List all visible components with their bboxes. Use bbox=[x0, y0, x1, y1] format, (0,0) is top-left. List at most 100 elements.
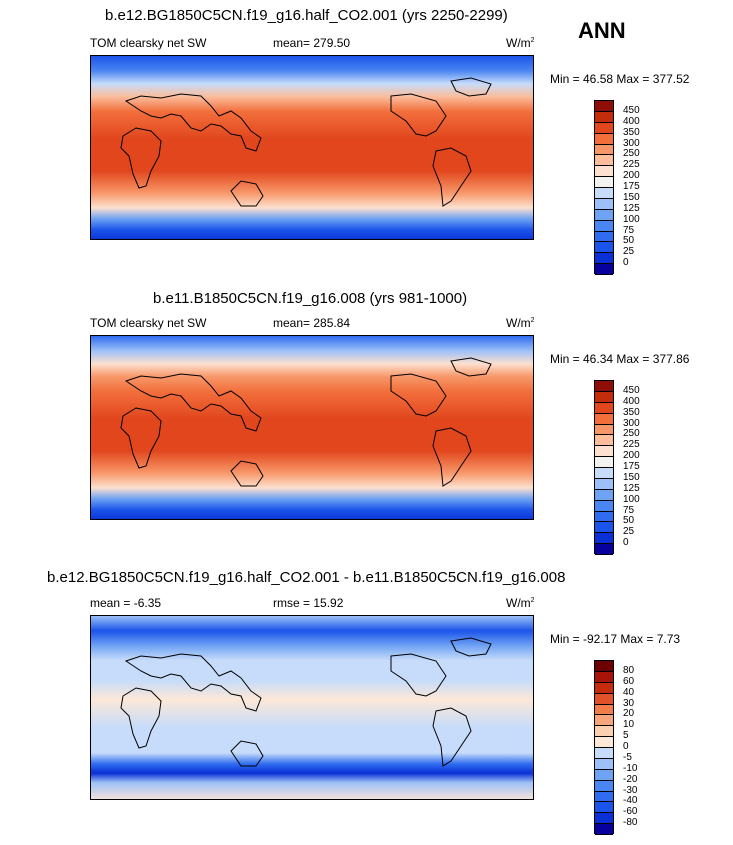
panel1-field bbox=[91, 56, 533, 239]
colorbar-segment bbox=[595, 381, 613, 392]
colorbar-segment bbox=[595, 500, 613, 512]
panel3-field bbox=[91, 616, 533, 799]
colorbar-segment bbox=[595, 522, 613, 534]
panel2-map-svg bbox=[91, 336, 533, 519]
colorbar-tick-label: 75 bbox=[623, 224, 635, 236]
colorbar-segment bbox=[595, 177, 613, 188]
colorbar-tick-label: 250 bbox=[623, 148, 640, 160]
colorbar-tick-label: 75 bbox=[623, 504, 635, 516]
panel1-map bbox=[90, 55, 534, 240]
colorbar-tick-label: 200 bbox=[623, 170, 640, 182]
panel2-minmax: Min = 46.34 Max = 377.86 bbox=[550, 352, 690, 366]
colorbar-segment bbox=[595, 198, 613, 210]
colorbar-segment bbox=[595, 737, 613, 748]
colorbar-tick-label: -5 bbox=[623, 751, 632, 763]
colorbar-segment bbox=[595, 122, 613, 134]
colorbar-segment bbox=[595, 220, 613, 232]
panel2-field bbox=[91, 336, 533, 519]
colorbar-segment bbox=[595, 133, 613, 145]
colorbar-segment bbox=[595, 101, 613, 112]
colorbar-segment bbox=[595, 468, 613, 479]
colorbar-tick-label: 5 bbox=[623, 730, 629, 742]
panel1-minmax: Min = 46.58 Max = 377.52 bbox=[550, 72, 690, 86]
colorbar-segment bbox=[595, 693, 613, 705]
colorbar-tick-label: -20 bbox=[623, 773, 638, 785]
panel1-title: b.e12.BG1850C5CN.f19_g16.half_CO2.001 (y… bbox=[105, 7, 508, 24]
colorbar-segment bbox=[595, 715, 613, 727]
colorbar-segment bbox=[595, 402, 613, 414]
colorbar-tick-label: 100 bbox=[623, 493, 640, 505]
colorbar-segment bbox=[595, 791, 613, 803]
colorbar-tick-label: 50 bbox=[623, 235, 635, 247]
colorbar-tick-label: 225 bbox=[623, 159, 640, 171]
colorbar-tick-label: 450 bbox=[623, 104, 640, 116]
colorbar-tick-label: 0 bbox=[623, 741, 629, 752]
colorbar-segment bbox=[595, 155, 613, 167]
colorbar-segment bbox=[595, 748, 613, 759]
colorbar-segment bbox=[595, 489, 613, 501]
colorbar-segment bbox=[595, 209, 613, 221]
colorbar-tick-label: 250 bbox=[623, 428, 640, 440]
colorbar-segment bbox=[595, 824, 613, 835]
colorbar-tick-label: -60 bbox=[623, 806, 638, 818]
colorbar-tick-label: 200 bbox=[623, 450, 640, 462]
panel3-colorbar bbox=[594, 660, 614, 835]
colorbar-tick-label: 125 bbox=[623, 202, 640, 214]
colorbar-segment bbox=[595, 478, 613, 490]
colorbar-segment bbox=[595, 242, 613, 254]
panel2-map bbox=[90, 335, 534, 520]
colorbar-segment bbox=[595, 435, 613, 447]
colorbar-tick-label: 40 bbox=[623, 686, 635, 698]
panel3-rmse-label: rmse = 15.92 bbox=[273, 596, 344, 610]
colorbar-segment bbox=[595, 424, 613, 436]
colorbar-segment bbox=[595, 671, 613, 683]
panel1-colorbar bbox=[594, 100, 614, 275]
colorbar-segment bbox=[595, 413, 613, 425]
colorbar-tick-label: 300 bbox=[623, 137, 640, 149]
panel3-title: b.e12.BG1850C5CN.f19_g16.half_CO2.001 - … bbox=[47, 569, 566, 586]
colorbar-tick-label: 100 bbox=[623, 213, 640, 225]
colorbar-tick-label: 350 bbox=[623, 126, 640, 138]
colorbar-segment bbox=[595, 446, 613, 458]
panel2-coastlines bbox=[120, 357, 492, 487]
panel2-mean-label: mean= 285.84 bbox=[273, 316, 351, 330]
colorbar-segment bbox=[595, 253, 613, 265]
panel3-mean-label: mean = -6.35 bbox=[90, 596, 162, 610]
colorbar-tick-label: 175 bbox=[623, 181, 640, 192]
colorbar-segment bbox=[595, 111, 613, 123]
colorbar-segment bbox=[595, 144, 613, 156]
colorbar-segment bbox=[595, 813, 613, 825]
colorbar-segment bbox=[595, 544, 613, 555]
colorbar-tick-label: 60 bbox=[623, 675, 635, 687]
panel1-variable-label: TOM clearsky net SW bbox=[90, 36, 207, 50]
colorbar-tick-label: 125 bbox=[623, 482, 640, 494]
colorbar-segment bbox=[595, 704, 613, 716]
panel2-colorbar bbox=[594, 380, 614, 555]
panel1-coastlines bbox=[120, 77, 492, 207]
colorbar-segment bbox=[595, 758, 613, 770]
colorbar-segment bbox=[595, 391, 613, 403]
panel3-map-svg bbox=[91, 616, 533, 799]
colorbar-tick-label: 150 bbox=[623, 191, 640, 203]
colorbar-tick-label: 25 bbox=[623, 526, 635, 538]
colorbar-tick-label: 10 bbox=[623, 719, 635, 731]
colorbar-tick-label: 450 bbox=[623, 384, 640, 396]
colorbar-segment bbox=[595, 780, 613, 792]
panel1-units: W/m2 bbox=[506, 36, 535, 50]
colorbar-segment bbox=[595, 231, 613, 243]
colorbar-tick-label: 350 bbox=[623, 406, 640, 418]
colorbar-tick-label: 25 bbox=[623, 246, 635, 258]
colorbar-tick-label: -80 bbox=[623, 817, 638, 829]
panel2-units: W/m2 bbox=[506, 316, 535, 330]
colorbar-tick-label: 300 bbox=[623, 417, 640, 429]
colorbar-tick-label: 0 bbox=[623, 537, 629, 549]
colorbar-segment bbox=[595, 661, 613, 672]
panel3-units: W/m2 bbox=[506, 596, 535, 610]
panel3-coastlines bbox=[120, 637, 492, 767]
colorbar-tick-label: 150 bbox=[623, 471, 640, 483]
colorbar-tick-label: -30 bbox=[623, 784, 638, 796]
panel1-map-svg bbox=[91, 56, 533, 239]
panel2-title: b.e11.B1850C5CN.f19_g16.008 (yrs 981-100… bbox=[153, 290, 468, 307]
colorbar-tick-label: 0 bbox=[623, 257, 629, 269]
colorbar-segment bbox=[595, 264, 613, 275]
